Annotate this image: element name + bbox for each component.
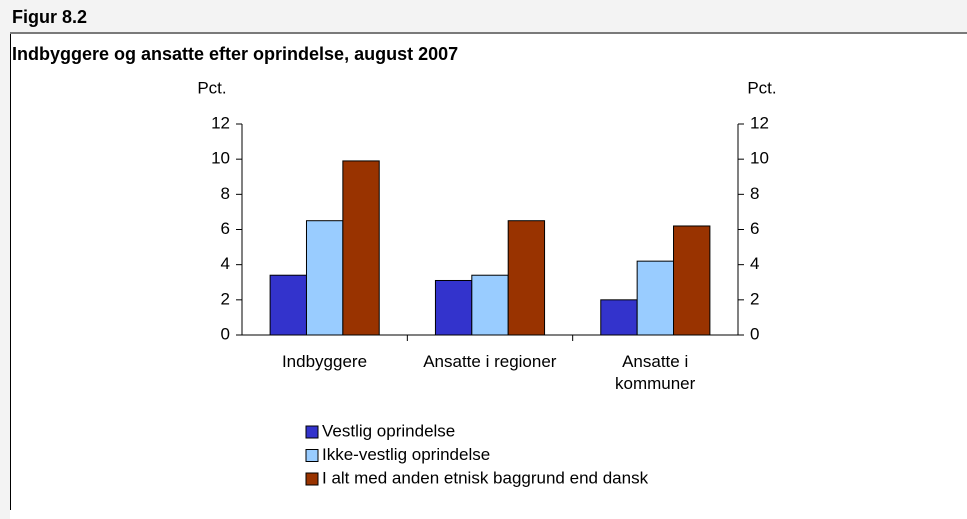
bar — [507, 220, 546, 336]
bar — [471, 274, 509, 336]
y-tick-label: 2 — [221, 289, 230, 308]
bar — [673, 225, 711, 336]
legend-label: Ikke-vestlig oprindelse — [322, 445, 490, 464]
y2-tick-label: 12 — [750, 113, 769, 132]
bar — [600, 299, 638, 336]
legend-swatch — [305, 425, 319, 439]
bar — [434, 279, 473, 336]
bar — [269, 274, 307, 336]
y-tick-label: 10 — [211, 149, 230, 168]
legend-label: I alt med anden etnisk baggrund end dans… — [322, 468, 649, 487]
bar — [342, 160, 380, 336]
y2-tick-label: 0 — [750, 324, 759, 343]
x-tick-label: Ansatte i regioner — [423, 352, 557, 371]
y2-axis-label: Pct. — [747, 78, 776, 97]
y-tick-label: 4 — [221, 254, 230, 273]
bar — [305, 220, 344, 336]
x-tick-label: Ansatte i kommuner — [615, 352, 696, 393]
y2-tick-label: 6 — [750, 219, 759, 238]
y-axis-label: Pct. — [197, 78, 226, 97]
y-tick-label: 6 — [221, 219, 230, 238]
y2-tick-label: 8 — [750, 184, 759, 203]
x-tick-label: Indbyggere — [281, 352, 368, 371]
y2-tick-label: 2 — [750, 289, 759, 308]
bar — [636, 260, 675, 336]
y2-tick-label: 10 — [750, 149, 769, 168]
chart-title: Indbyggere og ansatte efter oprindelse, … — [12, 44, 458, 64]
y-tick-label: 0 — [221, 324, 230, 343]
legend-label: Vestlig oprindelse — [322, 421, 455, 440]
y2-tick-label: 4 — [750, 254, 759, 273]
figure-label: Figur 8.2 — [12, 7, 87, 27]
y-tick-label: 8 — [221, 184, 230, 203]
legend-swatch — [305, 449, 319, 462]
y-tick-label: 12 — [211, 113, 230, 132]
legend-swatch — [305, 472, 319, 486]
